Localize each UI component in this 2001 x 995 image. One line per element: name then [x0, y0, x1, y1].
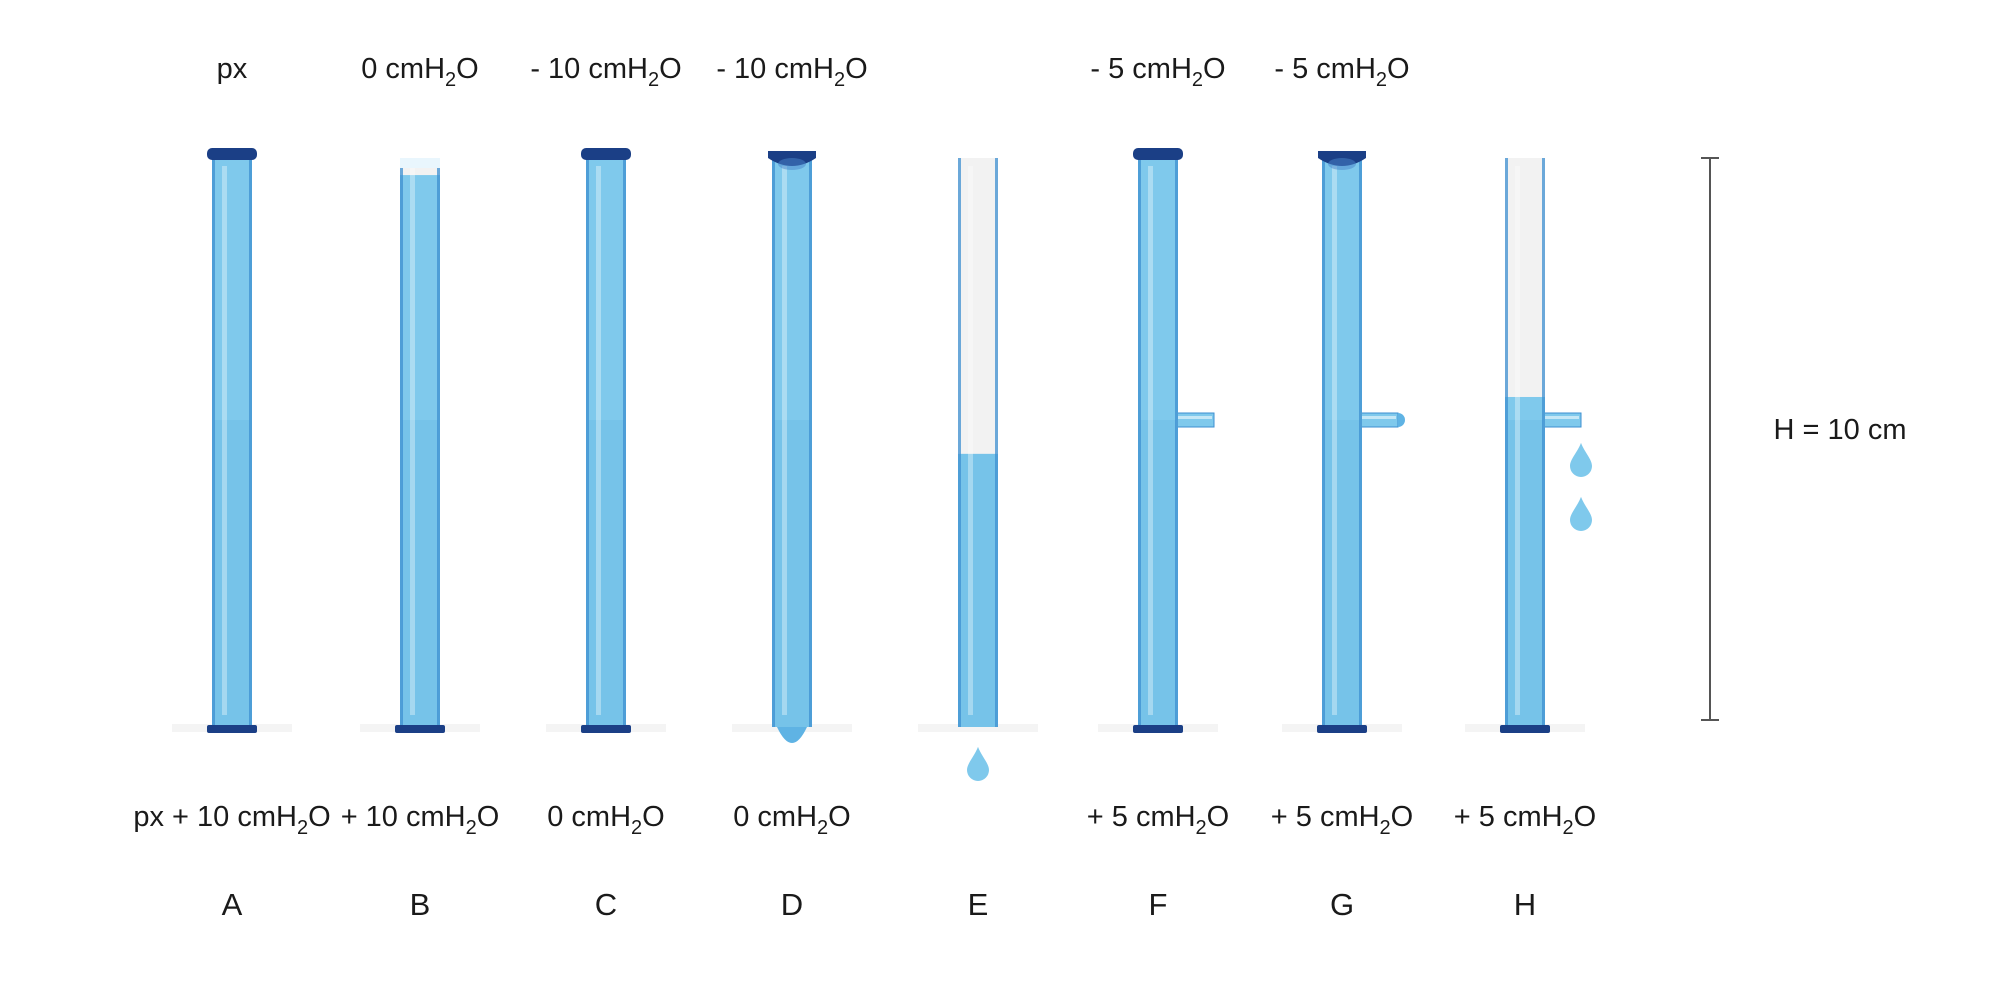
- tube-wall-left: [958, 158, 961, 727]
- tube-wall-left: [772, 158, 775, 727]
- water-column: [772, 158, 812, 727]
- base-cap: [207, 725, 257, 733]
- tube-letter: A: [222, 887, 243, 922]
- tube-wall-left: [1322, 158, 1325, 727]
- bottom-pressure-label: 0 cmH2O: [733, 801, 850, 839]
- sealed-cap: [207, 148, 257, 160]
- water-column: [1505, 396, 1545, 727]
- tube-letter: E: [968, 887, 989, 922]
- tube-wall-right: [623, 158, 626, 727]
- side-tube-highlight: [1362, 416, 1396, 419]
- water-shade: [774, 420, 810, 727]
- tube-wall-right: [1175, 158, 1178, 727]
- top-pressure-label: - 5 cmH2O: [1274, 53, 1409, 91]
- water-column: [1138, 158, 1178, 727]
- water-shade: [960, 453, 996, 727]
- tube-a: px px + 10 cmH2O A: [133, 53, 330, 922]
- side-tube-meniscus: [1398, 413, 1405, 427]
- top-pressure-label: 0 cmH2O: [361, 53, 478, 91]
- side-tube: [1542, 412, 1582, 428]
- top-pressure-label: - 5 cmH2O: [1090, 53, 1225, 91]
- floor-shadow: [918, 724, 1038, 732]
- tube-highlight: [1332, 166, 1337, 715]
- tube-highlight: [1515, 166, 1520, 715]
- scale-label: H = 10 cm: [1774, 414, 1907, 446]
- tube-wall-left: [400, 158, 403, 727]
- tube-e: E: [918, 158, 1038, 922]
- base-cap: [1317, 725, 1367, 733]
- water-drop: [1570, 442, 1592, 477]
- tube-wall-left: [1505, 158, 1508, 727]
- bottom-pressure-label: 0 cmH2O: [547, 801, 664, 839]
- water-drop: [1570, 496, 1592, 531]
- water-shade: [214, 420, 250, 727]
- water-bulge: [777, 727, 807, 743]
- tube-letter: G: [1330, 887, 1354, 922]
- tube-letter: C: [595, 887, 617, 922]
- tube-g: - 5 cmH2O + 5 cmH2O G: [1271, 53, 1413, 922]
- side-tube-highlight: [1545, 416, 1579, 419]
- base-cap: [581, 725, 631, 733]
- tube-wall-right: [249, 158, 252, 727]
- water-drop: [967, 746, 989, 781]
- tube-highlight: [410, 166, 415, 715]
- sealed-cap: [581, 148, 631, 160]
- tube-letter: H: [1514, 887, 1536, 922]
- tube-highlight: [968, 166, 973, 715]
- tube-letter: F: [1149, 887, 1168, 922]
- water-shade: [1324, 420, 1360, 727]
- tube-wall-right: [437, 158, 440, 727]
- sealed-cap: [1133, 148, 1183, 160]
- water-column: [400, 175, 440, 727]
- tube-d: - 10 cmH2O 0 cmH2O D: [716, 53, 867, 922]
- base-cap: [395, 725, 445, 733]
- base-cap: [1500, 725, 1550, 733]
- water-column: [586, 158, 626, 727]
- height-scale: H = 10 cm: [1701, 157, 1907, 721]
- top-pressure-label: px: [217, 53, 248, 85]
- water-column: [958, 453, 998, 727]
- tube-letter: B: [410, 887, 431, 922]
- tube-f: - 5 cmH2O + 5 cmH2O F: [1087, 53, 1229, 922]
- top-pressure-label: - 10 cmH2O: [716, 53, 867, 91]
- tube-letter: D: [781, 887, 803, 922]
- tube-wall-right: [995, 158, 998, 727]
- tube-wall-right: [809, 158, 812, 727]
- tube-h: + 5 cmH2O H: [1454, 158, 1596, 922]
- open-top: [400, 158, 440, 168]
- side-tube: [1359, 412, 1399, 428]
- bottom-pressure-label: + 10 cmH2O: [341, 801, 500, 839]
- tube-b: 0 cmH2O + 10 cmH2O B: [341, 53, 500, 922]
- base-cap: [1133, 725, 1183, 733]
- tube-wall-left: [212, 158, 215, 727]
- bottom-pressure-label: px + 10 cmH2O: [133, 801, 330, 839]
- tube-highlight: [596, 166, 601, 715]
- tube-wall-left: [1138, 158, 1141, 727]
- tube-c: - 10 cmH2O 0 cmH2O C: [530, 53, 681, 922]
- tube-highlight: [1148, 166, 1153, 715]
- side-tube: [1175, 412, 1215, 428]
- tube-wall-right: [1359, 158, 1362, 727]
- water-shade: [1140, 420, 1176, 727]
- water-column: [1322, 158, 1362, 727]
- bottom-pressure-label: + 5 cmH2O: [1271, 801, 1413, 839]
- tube-highlight: [782, 166, 787, 715]
- water-shade: [588, 420, 624, 727]
- tube-wall-left: [586, 158, 589, 727]
- tube-wall-right: [1542, 158, 1545, 727]
- bottom-pressure-label: + 5 cmH2O: [1454, 801, 1596, 839]
- tube-highlight: [222, 166, 227, 715]
- meniscus-shadow: [1328, 158, 1356, 170]
- top-pressure-label: - 10 cmH2O: [530, 53, 681, 91]
- water-shade: [402, 420, 438, 727]
- water-column: [212, 158, 252, 727]
- bottom-pressure-label: + 5 cmH2O: [1087, 801, 1229, 839]
- water-shade: [1507, 420, 1543, 727]
- meniscus-shadow: [778, 158, 806, 170]
- side-tube-highlight: [1178, 416, 1212, 419]
